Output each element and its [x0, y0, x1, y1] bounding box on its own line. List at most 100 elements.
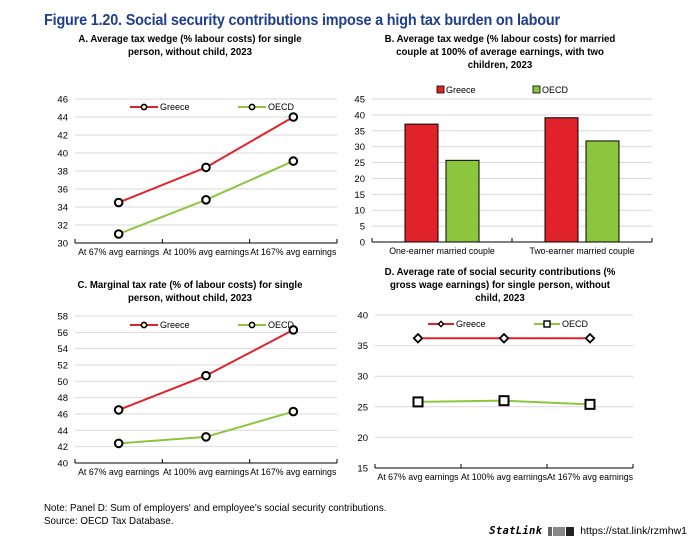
panel-b-ytick-label: 25: [354, 158, 365, 169]
panel-d-ytick-label: 30: [357, 372, 368, 383]
panel-d-title-line2: gross wage earnings) for single person, …: [389, 279, 611, 291]
panel-a-point-oecd: [201, 195, 211, 205]
panel-c-legend-marker-greece: [140, 321, 148, 329]
panel-c-title-line1: C. Marginal tax rate (% of labour costs)…: [77, 279, 303, 291]
panel-c-point-oecd: [288, 406, 299, 417]
panel-b-bar-oecd: [585, 140, 620, 243]
panel-d-point-greece: [412, 332, 424, 344]
panel-b-ytick-label: 30: [354, 142, 365, 153]
panel-b-bar-oecd: [445, 159, 480, 243]
panel-c-xtick-label: At 167% avg earnings: [250, 467, 337, 477]
panel-c-ytick-label: 50: [57, 377, 68, 388]
panel-c-legend-marker-oecd: [248, 321, 256, 329]
panel-b-title: B. Average tax wedge (% labour costs) fo…: [362, 33, 638, 72]
panel-d-legend-label-greece: Greece: [456, 319, 486, 329]
panel-a-point-oecd: [113, 229, 124, 239]
panel-a-xtick-label: At 67% avg earnings: [78, 247, 160, 257]
panel-a-legend-label-oecd: OECD: [268, 102, 295, 112]
panel-d-ytick-label: 35: [357, 341, 368, 352]
panel-a-legend-label-greece: Greece: [160, 102, 190, 112]
panel-b-legend-label-greece: Greece: [446, 85, 476, 95]
panel-a-legend-marker-oecd: [248, 103, 256, 111]
panel-a-title-line2: person, without child, 2023: [128, 46, 252, 58]
figure-title: Figure 1.20. Social security contributio…: [44, 12, 560, 29]
panel-c-point-oecd: [113, 438, 124, 449]
panel-b-ytick-label: 10: [354, 206, 365, 217]
panel-d-ytick-label: 40: [357, 311, 368, 322]
panel-b-title-line3: children, 2023: [467, 59, 533, 71]
panel-a-ytick-label: 46: [57, 95, 68, 106]
panel-d-legend-marker-oecd: [543, 320, 551, 328]
panel-d-legend-marker-greece: [437, 320, 445, 328]
panel-b-title-line1: B. Average tax wedge (% labour costs) fo…: [384, 33, 616, 45]
panel-a-xtick-label: At 100% avg earnings: [163, 247, 250, 257]
panel-b-ytick-label: 20: [354, 174, 365, 185]
panel-d-point-greece: [584, 332, 596, 344]
panel-d-xtick-label: At 167% avg earnings: [547, 472, 634, 482]
statlink[interactable]: StatLink https://stat.link/rzmhw1: [489, 525, 687, 537]
panel-c-xtick-label: At 67% avg earnings: [78, 467, 160, 477]
panel-d-point-oecd: [498, 395, 510, 407]
panel-b-ytick-label: 35: [354, 126, 365, 137]
statlink-brand: StatLink: [489, 525, 543, 537]
note-text: Note: Panel D: Sum of employers' and emp…: [44, 502, 387, 514]
panel-d-point-greece: [498, 332, 510, 344]
panel-d-ytick-label: 15: [357, 464, 368, 475]
panel-d-xtick-label: At 67% avg earnings: [377, 472, 459, 482]
panel-b-ytick-label: 15: [354, 190, 365, 201]
statlink-logo-icon: [548, 526, 575, 536]
panel-b-xtick-label: One-earner married couple: [389, 246, 495, 256]
source-text: Source: OECD Tax Database.: [44, 515, 174, 527]
panel-a-title: A. Average tax wedge (% labour costs) fo…: [52, 33, 328, 59]
panel-a-point-greece: [288, 112, 299, 122]
panel-c-xtick-label: At 100% avg earnings: [163, 467, 250, 477]
panel-b-xtick-label: Two-earner married couple: [529, 246, 634, 256]
panel-c-point-greece: [113, 405, 124, 415]
panel-c-ytick-label: 52: [57, 361, 68, 372]
panel-c-point-greece: [288, 325, 299, 335]
statlink-url[interactable]: https://stat.link/rzmhw1: [580, 525, 687, 537]
panel-a-ytick-label: 38: [57, 167, 68, 178]
panel-d-title-line3: child, 2023: [475, 292, 525, 304]
panel-c-title-line2: person, without child, 2023: [128, 292, 252, 304]
panel-c-legend-label-greece: Greece: [160, 320, 190, 330]
panel-a-point-greece: [113, 197, 124, 208]
panel-d-title-line1: D. Average rate of social security contr…: [384, 266, 616, 278]
panel-c-ytick-label: 44: [57, 426, 68, 437]
panel-d-legend-label-oecd: OECD: [562, 319, 589, 329]
panel-c-ytick-label: 40: [57, 459, 68, 470]
panel-c-point-oecd: [201, 432, 211, 442]
panel-a-title-line1: A. Average tax wedge (% labour costs) fo…: [78, 33, 302, 45]
panel-a-ytick-label: 34: [57, 203, 68, 214]
panel-b-ytick-label: 45: [354, 95, 365, 106]
panel-a-ytick-label: 36: [57, 185, 68, 196]
panel-b-ytick-label: 40: [354, 110, 365, 121]
panel-c-legend-label-oecd: OECD: [268, 320, 295, 330]
panel-a-line-greece: [118, 116, 294, 204]
panel-b-ytick-label: 5: [360, 222, 365, 233]
panel-d-point-oecd: [584, 398, 596, 410]
panel-b-bar-greece: [544, 117, 579, 243]
panel-b-legend-swatch-greece: [436, 85, 445, 94]
panel-c-ytick-label: 56: [57, 328, 68, 339]
panel-c-ytick-label: 48: [57, 393, 68, 404]
panel-b-legend-label-oecd: OECD: [542, 85, 569, 95]
panel-a-ytick-label: 40: [57, 149, 68, 160]
panel-a-xtick-label: At 167% avg earnings: [250, 247, 337, 257]
panel-b-bar-greece: [404, 123, 439, 243]
panel-c-title: C. Marginal tax rate (% of labour costs)…: [52, 279, 328, 305]
panel-c-ytick-label: 54: [57, 344, 68, 355]
panel-d-xtick-label: At 100% avg earnings: [461, 472, 548, 482]
panel-a-legend-marker-greece: [140, 103, 148, 111]
panel-a-ytick-label: 42: [57, 131, 68, 142]
panel-a-ytick-label: 44: [57, 113, 68, 124]
panel-c-ytick-label: 58: [57, 312, 68, 323]
panel-d-ytick-label: 20: [357, 433, 368, 444]
panel-c-point-greece: [201, 370, 211, 381]
panel-d-title: D. Average rate of social security contr…: [362, 266, 638, 305]
panel-a-point-greece: [201, 162, 211, 173]
panel-b-ytick-label: 0: [360, 238, 365, 249]
panel-d-ytick-label: 25: [357, 402, 368, 413]
panel-c-ytick-label: 46: [57, 410, 68, 421]
